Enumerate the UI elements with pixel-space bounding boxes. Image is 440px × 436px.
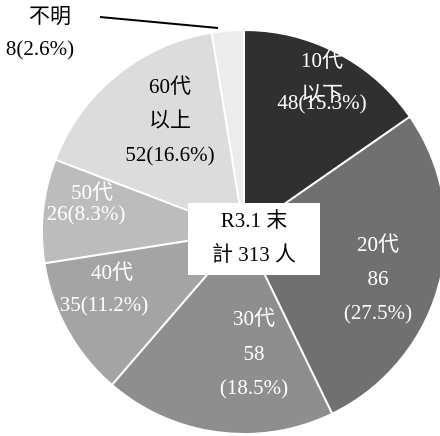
center-box: [188, 203, 320, 275]
category-label: 30代: [233, 306, 275, 330]
label-line: 60代: [149, 74, 191, 98]
label-line: 以上: [149, 108, 191, 132]
slice: [210, 28, 245, 233]
value-label: 26(8.3%): [47, 201, 126, 225]
category-label: 不明: [29, 4, 71, 28]
value-label: 52(16.6%): [125, 142, 214, 166]
label-line: 58: [244, 341, 265, 365]
value-label: 58 (18.5%): [220, 341, 288, 399]
slice: [54, 31, 246, 234]
value-label: 48(15.3%): [277, 90, 366, 114]
center-label: R3.1 末: [221, 208, 288, 232]
pie: [41, 28, 440, 435]
leader-line: [99, 16, 219, 29]
slice: [110, 230, 334, 435]
category-label: 10代以下: [301, 48, 343, 106]
label-line: 以下: [301, 82, 343, 106]
label-line: 10代: [301, 48, 343, 72]
center-label: 計 313 人: [212, 242, 296, 266]
label-line: (18.5%): [220, 375, 288, 399]
slice: [242, 115, 440, 416]
category-label: 60代以上: [149, 74, 191, 132]
value-label: 86 (27.5%): [344, 266, 412, 324]
category-label: 50代: [71, 180, 113, 204]
label-line: 86: [368, 266, 389, 290]
category-label: 20代: [357, 232, 399, 256]
value-label: 35(11.2%): [60, 292, 148, 316]
slice: [243, 28, 412, 234]
label-line: (27.5%): [344, 300, 412, 324]
value-label: 8(2.6%): [6, 36, 74, 60]
category-label: 40代: [91, 260, 133, 284]
